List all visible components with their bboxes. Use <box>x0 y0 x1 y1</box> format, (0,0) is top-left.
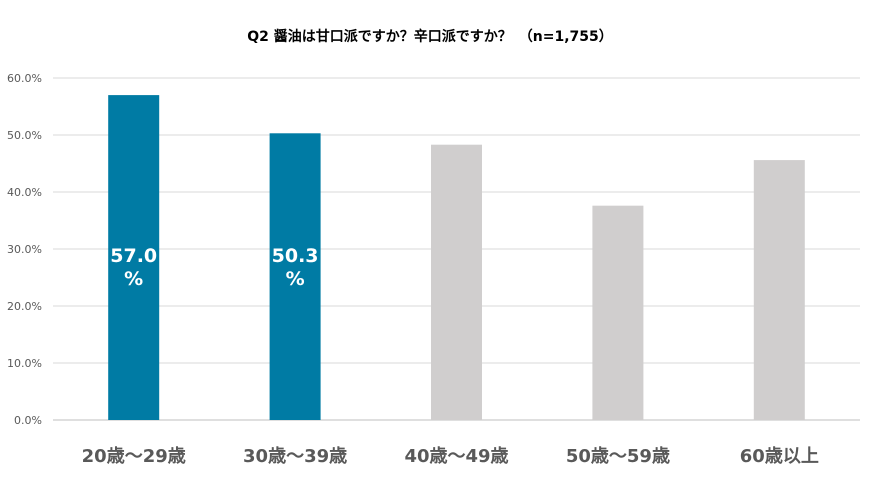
y-axis-tick-labels: 0.0% 10.0% 20.0% 30.0% 40.0% 50.0% 60.0% <box>7 72 42 427</box>
x-axis-tick-labels: 20歳～29歳 30歳～39歳 40歳～49歳 50歳～59歳 60歳以上 <box>82 446 819 467</box>
y-tick-label: 50.0% <box>7 129 42 142</box>
y-tick-label: 0.0% <box>14 414 42 427</box>
x-tick-label: 40歳～49歳 <box>404 446 508 467</box>
data-label: 50.3% <box>272 245 319 290</box>
bars <box>108 95 805 421</box>
bar <box>753 160 805 420</box>
x-tick-label: 20歳～29歳 <box>82 446 186 467</box>
data-label: 57.0% <box>110 245 157 290</box>
bar <box>269 133 321 421</box>
y-tick-label: 40.0% <box>7 186 42 199</box>
chart-title: Q2 醤油は甘口派ですか？辛口派ですか？ （n=1,755） <box>247 28 613 45</box>
x-tick-label: 50歳～59歳 <box>566 446 670 467</box>
bar <box>108 95 160 420</box>
y-tick-label: 10.0% <box>7 357 42 370</box>
bar <box>592 205 644 420</box>
x-tick-label: 60歳以上 <box>740 446 819 467</box>
x-tick-label: 30歳～39歳 <box>243 446 347 467</box>
y-tick-label: 20.0% <box>7 300 42 313</box>
bar <box>431 144 482 420</box>
y-tick-label: 60.0% <box>7 72 42 85</box>
data-labels: 57.0 % 50.3% <box>110 245 318 290</box>
y-tick-label: 30.0% <box>7 243 42 256</box>
